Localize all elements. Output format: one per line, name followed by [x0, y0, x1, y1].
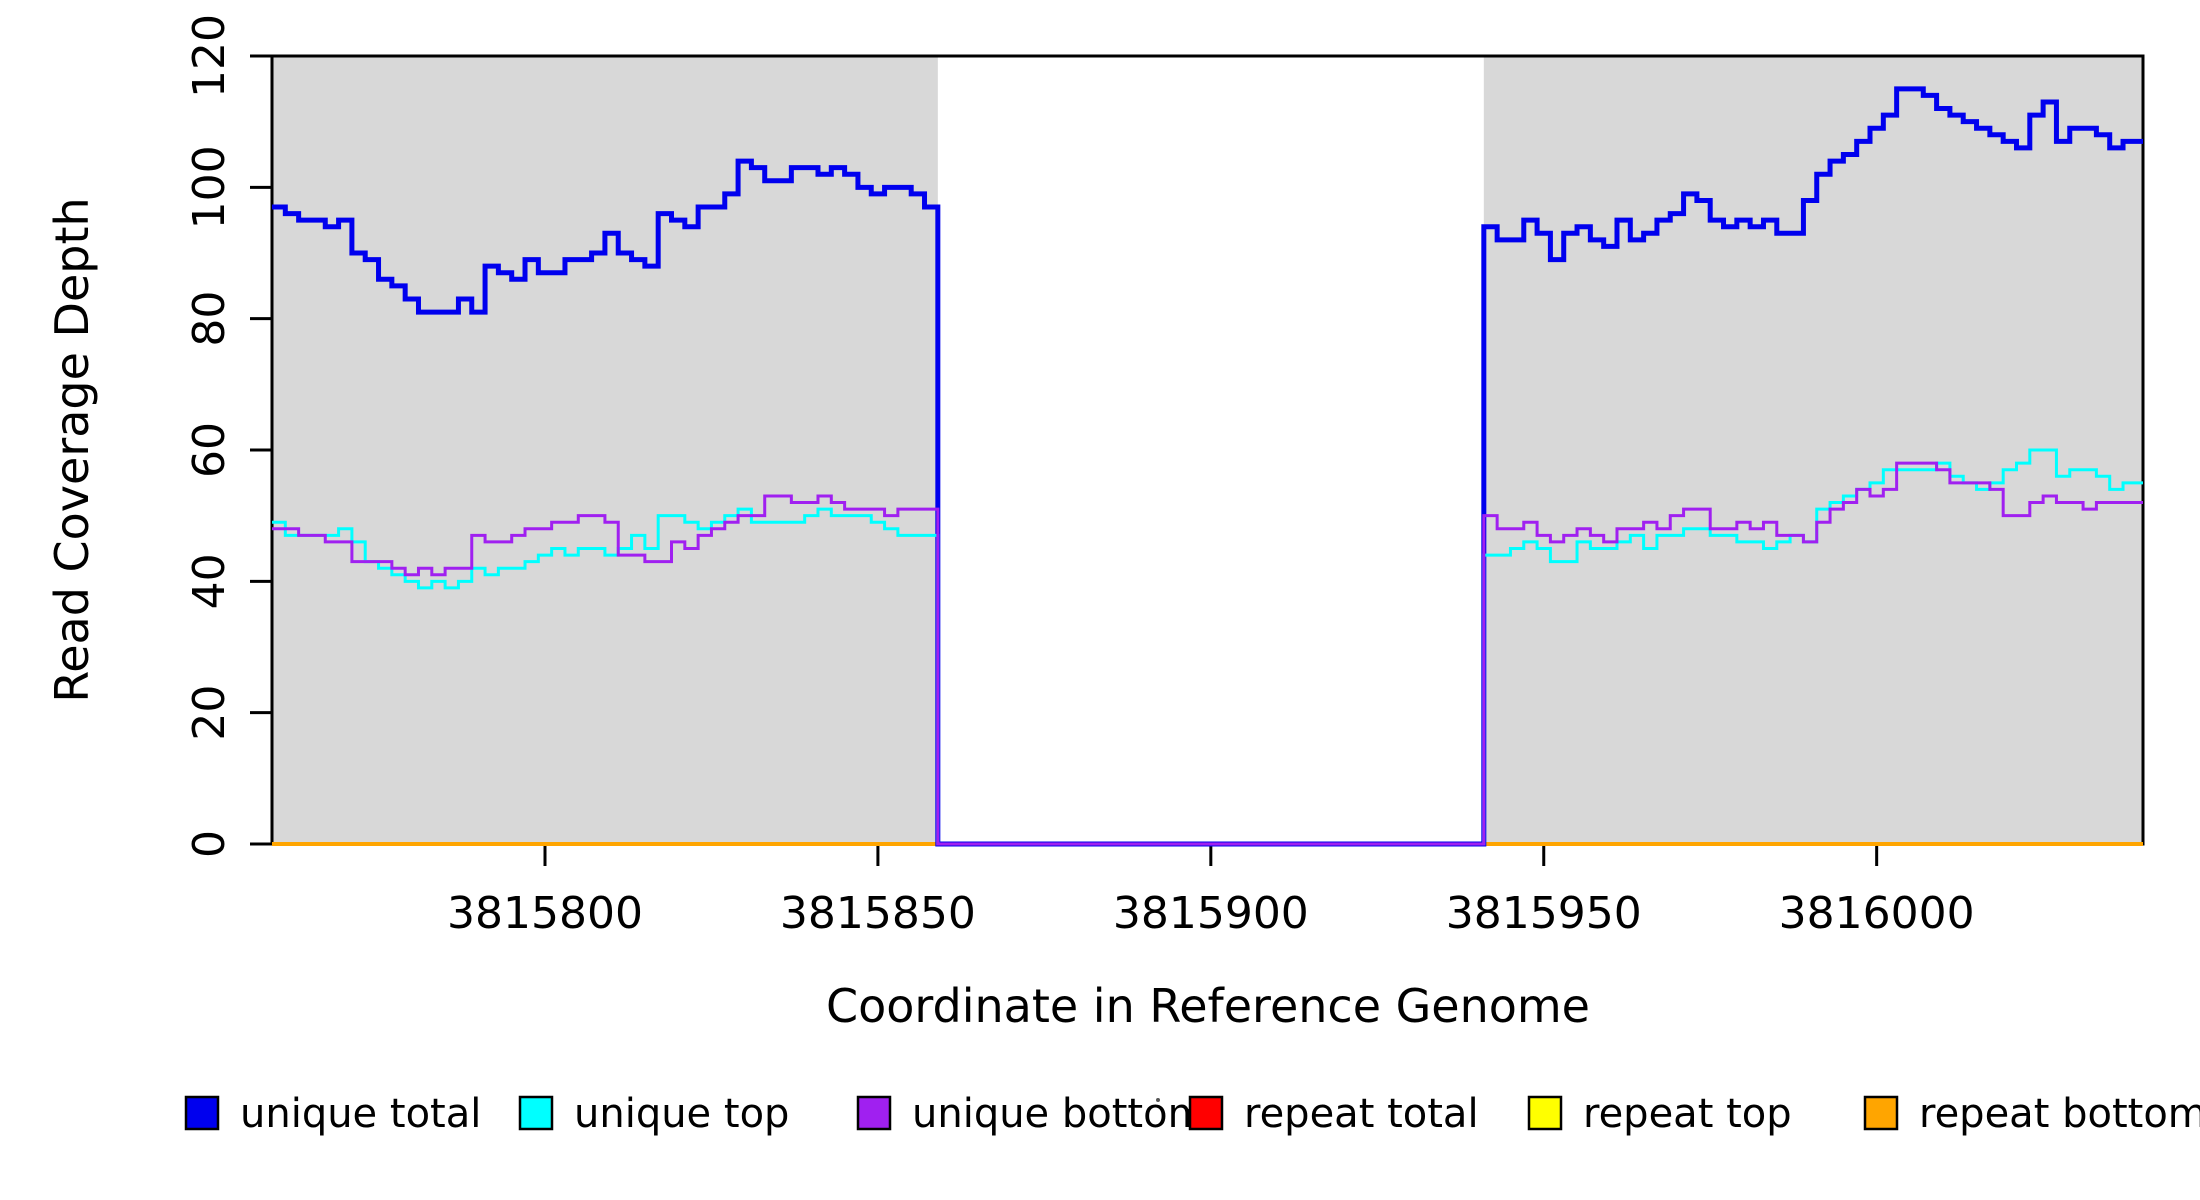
x-axis-title: Coordinate in Reference Genome	[826, 979, 1590, 1033]
legend-swatch-unique-total	[184, 1095, 220, 1131]
legend-label-unique-top: unique top	[574, 1091, 789, 1137]
x-tick-label: 3815950	[1446, 888, 1642, 939]
y-tick-label: 40	[184, 553, 235, 609]
axes: 3815800 3815850 3815900 3815950 3816000 0 20 40…	[184, 14, 2145, 939]
legend-swatch-repeat-top	[1527, 1095, 1563, 1131]
shaded-regions	[272, 56, 2143, 844]
y-axis-title: Read Coverage Depth	[45, 197, 99, 702]
y-tick-label: 80	[184, 291, 235, 347]
y-tick-label: 0	[184, 830, 235, 858]
x-tick-label: 3815800	[447, 888, 643, 939]
series-lines	[272, 86, 2143, 847]
x-tick-label: 3816000	[1779, 888, 1975, 939]
stray-mark	[1156, 1098, 1160, 1102]
x-tick-label: 3815850	[780, 888, 976, 939]
legend-label-unique-total: unique total	[240, 1091, 481, 1137]
x-tick-label: 3815900	[1113, 888, 1309, 939]
series-unique-total	[272, 86, 2143, 847]
legend-label-repeat-top: repeat top	[1583, 1091, 1792, 1137]
legend-label-repeat-total: repeat total	[1244, 1091, 1479, 1137]
legend-swatch-repeat-total	[1188, 1095, 1224, 1131]
legend-label-unique-bottom: unique bottom	[912, 1091, 1207, 1137]
legend-swatch-unique-bottom	[856, 1095, 892, 1131]
legend: unique total unique top unique bottom repea…	[184, 1091, 2200, 1137]
y-tick-label: 120	[184, 14, 235, 98]
shaded-region	[272, 56, 938, 844]
legend-swatch-repeat-bottom	[1863, 1095, 1899, 1131]
y-tick-label: 60	[184, 422, 235, 478]
y-tick-label: 100	[184, 145, 235, 229]
legend-label-repeat-bottom: repeat bottom	[1919, 1091, 2200, 1137]
y-tick-label: 20	[184, 685, 235, 741]
legend-swatch-unique-top	[518, 1095, 554, 1131]
series-unique-bottom	[272, 461, 2143, 846]
